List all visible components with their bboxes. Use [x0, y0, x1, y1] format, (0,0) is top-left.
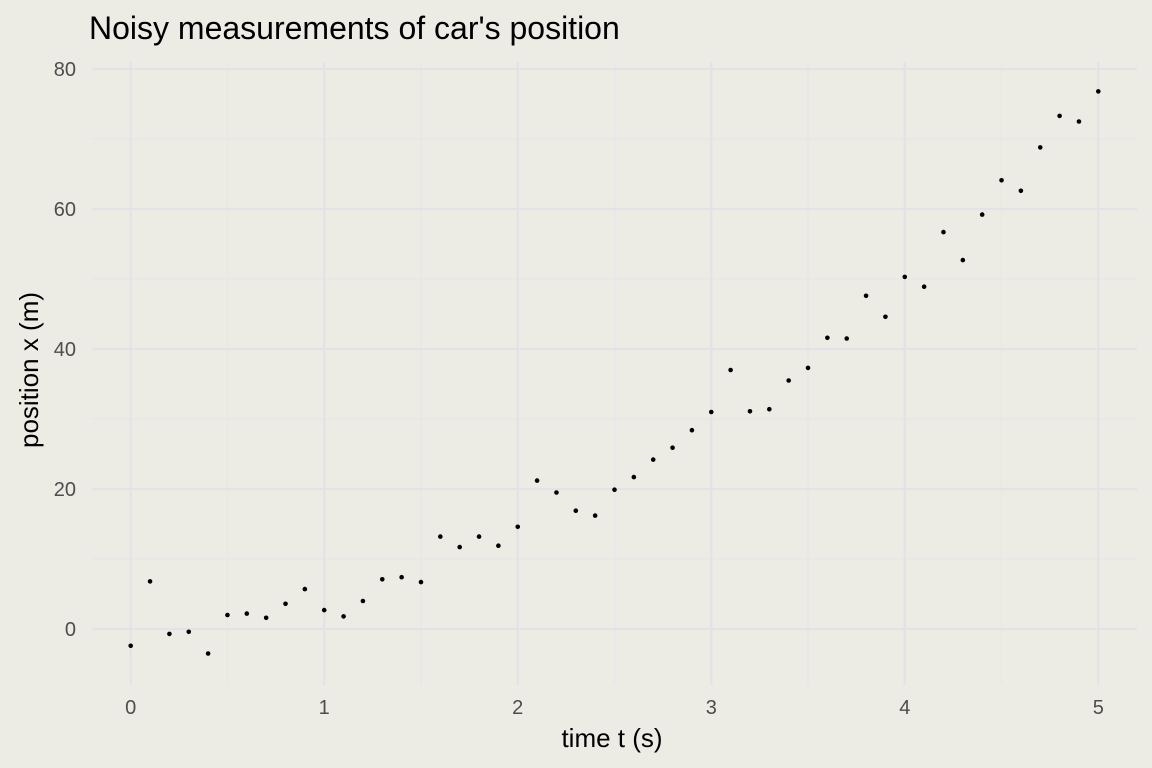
data-point — [650, 457, 656, 462]
data-point — [844, 336, 850, 341]
data-point — [128, 643, 134, 649]
x-tick-label: 1 — [319, 697, 330, 719]
x-tick-label: 4 — [899, 697, 910, 719]
data-point — [631, 474, 637, 480]
data-point — [167, 631, 172, 637]
data-point — [1057, 113, 1062, 119]
data-point — [670, 445, 675, 451]
x-tick-label: 3 — [706, 697, 717, 719]
data-point — [805, 365, 811, 371]
data-point — [554, 490, 559, 495]
y-tick-label: 80 — [54, 59, 76, 81]
data-point — [767, 406, 772, 412]
data-point — [399, 574, 404, 580]
data-point — [979, 212, 985, 217]
data-point — [941, 229, 946, 235]
data-point — [438, 534, 443, 539]
y-tick-label: 20 — [54, 479, 76, 501]
data-point — [418, 579, 424, 585]
data-point — [515, 524, 521, 530]
data-point — [573, 508, 579, 513]
data-point — [825, 335, 830, 341]
x-tick-label: 2 — [512, 697, 523, 719]
data-point — [1095, 89, 1101, 94]
data-point — [360, 598, 366, 604]
data-point — [1018, 188, 1024, 194]
data-point — [921, 284, 927, 290]
data-point — [708, 409, 714, 415]
y-axis-title: position x (m) — [14, 292, 44, 448]
x-tick-label: 0 — [125, 697, 136, 719]
data-point — [999, 178, 1004, 183]
data-point — [205, 651, 211, 656]
data-point — [689, 427, 695, 433]
data-point — [302, 586, 308, 592]
x-axis-ticks: 0 1 2 3 4 5 — [125, 697, 1104, 719]
data-point — [1076, 119, 1082, 124]
data-point — [728, 367, 733, 373]
y-tick-label: 0 — [65, 619, 76, 641]
data-point — [341, 614, 346, 619]
data-point — [883, 314, 888, 320]
data-point — [476, 534, 482, 539]
y-tick-label: 60 — [54, 199, 76, 221]
data-point — [321, 607, 327, 613]
data-point — [244, 611, 250, 616]
data-point — [592, 513, 598, 518]
data-point — [496, 543, 501, 548]
data-point — [960, 257, 966, 263]
data-point — [902, 274, 908, 280]
data-point — [283, 601, 288, 607]
data-point — [786, 378, 791, 383]
x-axis-title: time t (s) — [561, 723, 662, 753]
data-point — [1037, 145, 1043, 150]
y-axis-ticks: 0 20 40 60 80 — [54, 59, 76, 641]
y-tick-label: 40 — [54, 339, 76, 361]
data-point — [263, 615, 269, 621]
data-points — [128, 89, 1101, 656]
data-point — [379, 577, 385, 582]
data-point — [225, 612, 230, 618]
data-point — [186, 629, 192, 635]
data-point — [863, 293, 869, 299]
minor-gridlines — [92, 62, 1137, 685]
chart-title: Noisy measurements of car's position — [89, 10, 620, 46]
data-point — [147, 579, 153, 584]
data-point — [612, 487, 617, 493]
data-point — [534, 478, 540, 483]
data-point — [747, 409, 753, 414]
data-point — [457, 544, 462, 550]
x-tick-label: 5 — [1093, 697, 1104, 719]
